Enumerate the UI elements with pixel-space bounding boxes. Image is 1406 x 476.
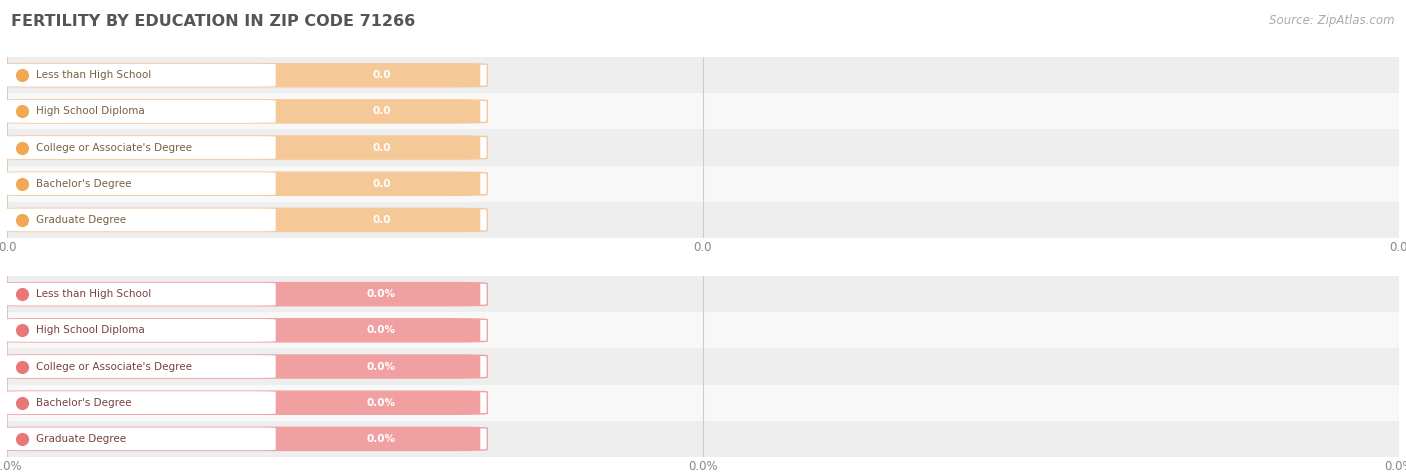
FancyBboxPatch shape — [254, 64, 481, 87]
FancyBboxPatch shape — [4, 283, 276, 306]
Bar — [7, 421, 1399, 457]
Point — [11, 71, 34, 79]
FancyBboxPatch shape — [254, 100, 481, 123]
Point — [11, 327, 34, 334]
FancyBboxPatch shape — [0, 283, 488, 306]
FancyBboxPatch shape — [0, 208, 488, 231]
FancyBboxPatch shape — [254, 427, 481, 450]
FancyBboxPatch shape — [4, 208, 276, 231]
FancyBboxPatch shape — [4, 64, 276, 87]
Text: FERTILITY BY EDUCATION IN ZIP CODE 71266: FERTILITY BY EDUCATION IN ZIP CODE 71266 — [11, 14, 416, 30]
Text: Bachelor's Degree: Bachelor's Degree — [37, 178, 132, 189]
Point — [11, 290, 34, 298]
Text: 0.0: 0.0 — [373, 106, 391, 117]
Text: Less than High School: Less than High School — [37, 289, 152, 299]
Text: College or Associate's Degree: College or Associate's Degree — [37, 142, 193, 153]
Point — [11, 363, 34, 370]
FancyBboxPatch shape — [254, 172, 481, 195]
Bar — [7, 202, 1399, 238]
FancyBboxPatch shape — [4, 172, 276, 195]
Text: Graduate Degree: Graduate Degree — [37, 434, 127, 444]
Point — [11, 216, 34, 224]
FancyBboxPatch shape — [4, 319, 276, 342]
FancyBboxPatch shape — [4, 427, 276, 450]
FancyBboxPatch shape — [0, 64, 488, 87]
Bar — [7, 93, 1399, 129]
Text: High School Diploma: High School Diploma — [37, 106, 145, 117]
FancyBboxPatch shape — [254, 208, 481, 231]
Point — [11, 180, 34, 188]
FancyBboxPatch shape — [0, 100, 488, 123]
Text: 0.0%: 0.0% — [367, 325, 396, 336]
Text: College or Associate's Degree: College or Associate's Degree — [37, 361, 193, 372]
Bar — [7, 129, 1399, 166]
Text: 0.0: 0.0 — [373, 70, 391, 80]
Bar — [7, 348, 1399, 385]
Text: 0.0: 0.0 — [373, 142, 391, 153]
Bar — [7, 166, 1399, 202]
Text: Bachelor's Degree: Bachelor's Degree — [37, 397, 132, 408]
Text: Source: ZipAtlas.com: Source: ZipAtlas.com — [1270, 14, 1395, 27]
Text: 0.0%: 0.0% — [367, 361, 396, 372]
Bar — [7, 57, 1399, 93]
Text: Less than High School: Less than High School — [37, 70, 152, 80]
FancyBboxPatch shape — [4, 391, 276, 414]
Point — [11, 144, 34, 151]
Text: High School Diploma: High School Diploma — [37, 325, 145, 336]
FancyBboxPatch shape — [254, 355, 481, 378]
FancyBboxPatch shape — [254, 319, 481, 342]
Point — [11, 399, 34, 407]
FancyBboxPatch shape — [4, 355, 276, 378]
FancyBboxPatch shape — [0, 391, 488, 414]
Text: 0.0%: 0.0% — [367, 289, 396, 299]
Bar — [7, 312, 1399, 348]
Text: 0.0%: 0.0% — [367, 434, 396, 444]
Text: 0.0%: 0.0% — [367, 397, 396, 408]
FancyBboxPatch shape — [4, 136, 276, 159]
FancyBboxPatch shape — [254, 391, 481, 414]
Bar — [7, 385, 1399, 421]
FancyBboxPatch shape — [4, 100, 276, 123]
FancyBboxPatch shape — [0, 172, 488, 195]
FancyBboxPatch shape — [254, 283, 481, 306]
FancyBboxPatch shape — [0, 136, 488, 159]
FancyBboxPatch shape — [0, 427, 488, 450]
Text: 0.0: 0.0 — [373, 178, 391, 189]
FancyBboxPatch shape — [0, 319, 488, 342]
FancyBboxPatch shape — [0, 355, 488, 378]
Bar — [7, 276, 1399, 312]
Point — [11, 435, 34, 443]
Text: Graduate Degree: Graduate Degree — [37, 215, 127, 225]
Text: 0.0: 0.0 — [373, 215, 391, 225]
Point — [11, 108, 34, 115]
FancyBboxPatch shape — [254, 136, 481, 159]
